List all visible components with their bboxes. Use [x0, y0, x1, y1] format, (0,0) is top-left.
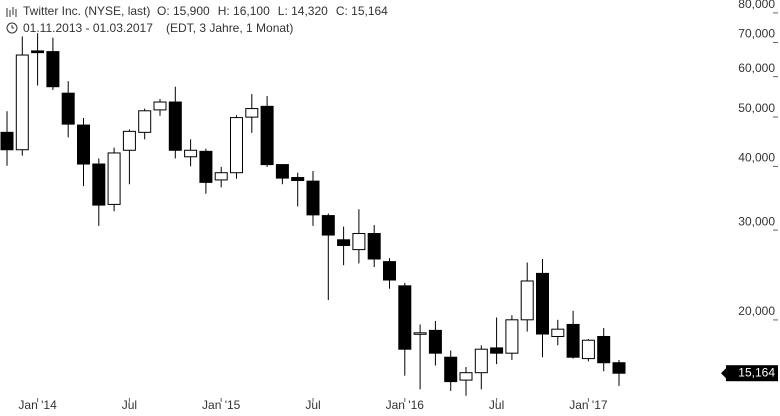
candle-body	[490, 347, 504, 354]
quote-low: L: 14,320	[278, 4, 328, 18]
candle-body	[107, 152, 121, 205]
candle-body	[413, 332, 427, 335]
candle-body	[398, 285, 412, 350]
candle-body	[536, 272, 549, 335]
candle-body	[352, 232, 366, 251]
quote-open: O: 15,900	[157, 4, 210, 18]
candle-body	[92, 163, 106, 206]
quote-high: H: 16,100	[218, 4, 270, 18]
candle-body	[0, 131, 14, 151]
candle-body	[168, 101, 182, 151]
candle-body	[581, 339, 595, 360]
candle-body	[505, 319, 519, 354]
x-tick-label: Jan '14	[18, 398, 57, 412]
x-tick-label: Jul	[305, 398, 320, 412]
candle-body	[291, 176, 305, 182]
y-tick-label: 60,000	[738, 61, 775, 75]
candle-body	[153, 101, 167, 111]
last-value-label: 15,164	[738, 365, 775, 379]
y-tick-label: 50,000	[738, 101, 775, 115]
y-tick-label: 70,000	[738, 27, 775, 41]
candle-body	[138, 110, 152, 133]
candle-body	[275, 164, 289, 179]
candle-body	[383, 261, 396, 281]
x-tick-label: Jul	[489, 398, 504, 412]
candle-body	[444, 356, 458, 383]
chart-icon	[6, 7, 17, 17]
clock-icon	[6, 22, 18, 34]
candle-body	[520, 280, 534, 321]
candle-body	[306, 180, 320, 216]
candle-body	[367, 232, 381, 260]
chart-note: (EDT, 3 Jahre, 1 Monat)	[166, 21, 293, 35]
candle-body	[245, 108, 259, 118]
y-tick-label: 30,000	[738, 214, 775, 228]
candle-body	[184, 149, 198, 158]
candle-body	[459, 372, 473, 381]
candle-body	[31, 50, 45, 54]
candle-body	[199, 150, 213, 183]
y-tick-label: 40,000	[738, 151, 775, 165]
x-tick-label: Jul	[122, 398, 137, 412]
candle-body	[551, 328, 565, 337]
chart-title: Twitter Inc. (NYSE, last)	[23, 4, 150, 18]
candle-body	[122, 130, 136, 151]
y-tick-label: 20,000	[738, 304, 775, 318]
candle-body	[15, 54, 29, 151]
x-tick-label: Jan '16	[386, 398, 425, 412]
candle-body	[321, 215, 335, 236]
last-value-arrow	[721, 368, 726, 379]
candle-body	[337, 239, 351, 246]
x-tick-label: Jan '17	[569, 398, 608, 412]
quote-close: C: 15,164	[336, 4, 388, 18]
candle-body	[566, 323, 580, 358]
candle-body	[597, 335, 611, 364]
candle-body	[260, 105, 274, 166]
candle-body	[428, 329, 442, 354]
y-tick-label: 80,000	[738, 0, 775, 11]
candle-body	[474, 348, 488, 374]
last-value-box	[726, 365, 778, 382]
x-tick-label: Jan '15	[202, 398, 241, 412]
chart-subtitle: 01.11.2013 - 01.03.2017	[23, 21, 153, 35]
candle-body	[612, 362, 626, 374]
candle-body	[61, 92, 75, 125]
candle-body	[214, 172, 228, 181]
candle-body	[46, 51, 60, 88]
candle-body	[230, 117, 243, 174]
candle-body	[77, 124, 90, 165]
